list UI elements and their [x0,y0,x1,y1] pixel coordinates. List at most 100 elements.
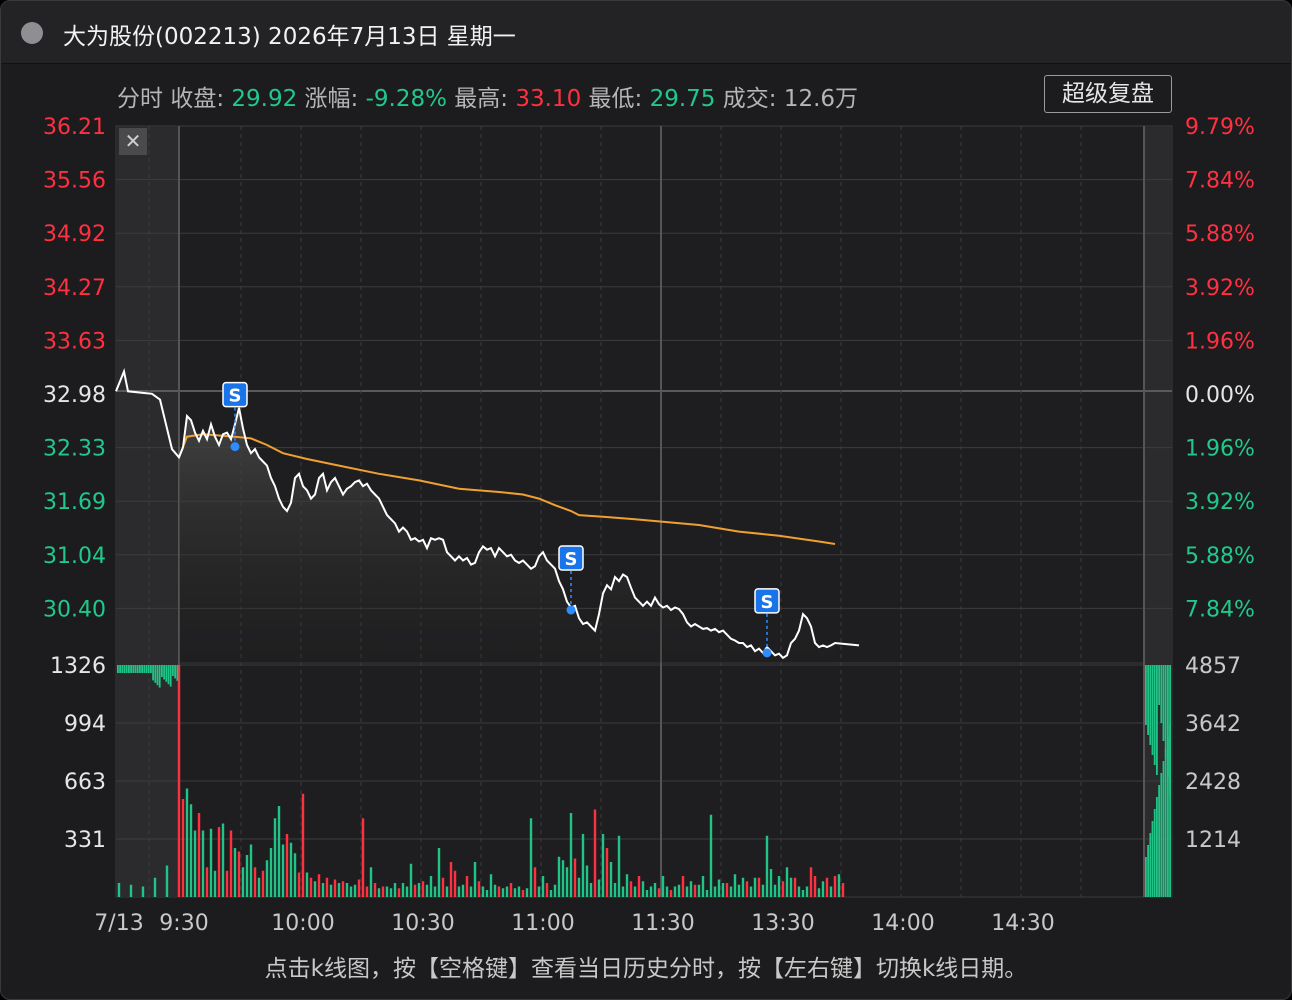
post-market-volume-bar [1160,773,1163,897]
price-axis-label: 31.04 [43,544,106,569]
post-market-volume-bar [1147,845,1149,897]
volume-bar [725,883,729,897]
super-replay-button[interactable]: 超级复盘 [1044,75,1172,113]
volume-axis-label-right: 1214 [1185,828,1241,853]
volume-bar [721,883,725,897]
volume-bar [613,883,617,897]
post-market-volume-bar [1149,665,1152,745]
volume-bar [569,813,573,897]
percent-axis-label: 0.00% [1185,383,1255,408]
volume-bar [197,813,201,897]
volume-bar [445,886,449,897]
intraday-chart[interactable]: S S S 36.21 35.56 34.92 34.27 33.63 32.98 32.33 31… [1,1,1291,941]
volume-bar [465,876,469,897]
volume-bar [637,876,641,897]
pre-market-volume-bar [141,665,143,673]
volume-bar [489,874,493,897]
volume-bar [433,886,437,897]
pre-market-volume-bar [150,665,152,673]
volume-bar [809,867,813,897]
pre-market-volume-bar [121,665,124,673]
post-market-volume-bar [1158,665,1160,705]
price-line [115,368,860,660]
volume-bar [393,883,397,897]
volume-bar [341,881,345,897]
time-axis-label: 14:00 [871,911,934,936]
pre-market-volume-bar [165,665,168,682]
post-market-volume-bar [1151,821,1154,897]
volume-axis-label: 331 [64,828,106,853]
volume-bar [733,874,737,897]
volume-bar [429,876,433,897]
volume-bar [261,870,265,897]
volume-bar [769,869,773,897]
volume-bar [741,877,745,897]
volume-bar [437,848,441,897]
price-axis-label: 35.56 [43,169,106,194]
volume-bar [525,888,529,897]
post-market-volume-bar [1160,665,1163,723]
volume-bar [373,883,377,897]
volume-bar [677,884,681,897]
pre-market-volume-bar [163,665,165,680]
volume-bar [561,860,565,897]
close-icon[interactable]: ✕ [119,128,147,155]
volume-bar [401,883,405,897]
sell-marker-dot [230,442,240,452]
volume-bar [165,865,169,897]
volume-bar [469,886,473,897]
volume-bar [801,890,805,897]
time-axis-label: 10:00 [271,911,334,936]
volume-bar [473,862,477,897]
average-price-line [178,433,836,545]
volume-bar [521,890,525,897]
volume-bar [517,886,521,897]
post-market-volume-bar [1164,749,1167,897]
volume-bar [589,883,593,897]
volume-bar [205,867,209,897]
volume-bar [617,835,621,897]
window-control-dot[interactable] [21,22,43,44]
volume-bar [305,872,309,897]
price-area-fill [179,407,835,663]
price-axis-label: 36.21 [43,115,106,140]
change-label: 涨幅: [304,86,359,112]
volume-bar [337,883,341,897]
time-axis-label: 10:30 [391,911,454,936]
volume-bar [189,804,193,897]
close-value: 29.92 [231,86,298,112]
volume-bar [665,886,669,897]
footer-hint: 点击k线图，按【空格键】查看当日历史分时，按【左右键】切换k线日期。 [264,956,1028,982]
pre-market-volume-bar [139,665,141,673]
post-market-volume-bar [1149,833,1152,897]
title-bar: 大为股份(002213) 2026年7月13日 星期一 [1,1,1291,64]
volume-bar [533,867,537,897]
time-axis-label: 13:30 [751,911,814,936]
volume-bar [669,890,673,897]
volume-bar [641,881,645,897]
sell-marker: S [222,381,248,452]
volume-bar [461,884,465,897]
volume-bar [369,867,373,897]
volume-bar [421,881,425,897]
volume-bar [505,886,509,897]
volume-bar [513,888,517,897]
volume-bar [749,886,753,897]
price-axis-label: 34.92 [43,222,106,247]
time-axis-label: 11:30 [631,911,694,936]
volume-bar [781,881,785,897]
volume-bar [345,883,349,897]
volume-bar [181,799,185,897]
volume-bar [289,842,293,897]
volume-bar [349,886,353,897]
volume-bar [549,890,553,897]
volume-bar [717,879,721,897]
volume-bar [817,888,821,897]
post-market-volume-bar [1164,665,1167,759]
price-axis-label: 32.98 [43,383,106,408]
volume-bar [713,886,717,897]
volume-bar [829,886,833,897]
volume-bar [397,888,401,897]
pre-market-zone [117,127,179,896]
volume-bar [529,818,533,897]
